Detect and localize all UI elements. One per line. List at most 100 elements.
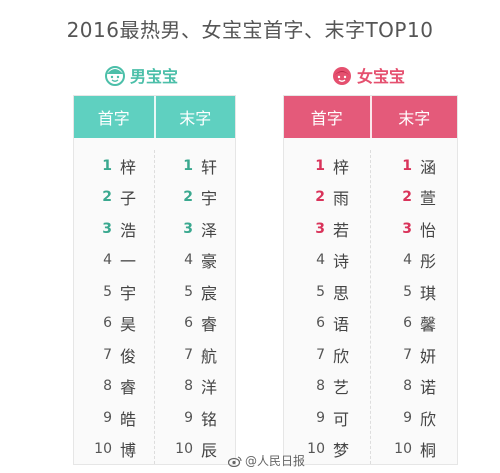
name-character: 博: [120, 441, 137, 461]
name-character: 怡: [420, 220, 437, 240]
girl-section-label: 女宝宝: [357, 67, 406, 86]
rank-number: 10: [175, 441, 193, 458]
rank-number: 1: [315, 157, 325, 174]
list-item: 10 梦: [284, 434, 370, 466]
rank-number: 2: [102, 189, 112, 206]
name-character: 辰: [201, 441, 218, 461]
rank-number: 8: [403, 378, 412, 395]
name-character: 梓: [120, 157, 137, 177]
rank-number: 1: [402, 157, 412, 174]
page-title: 2016最热男、女宝宝首字、末字TOP10: [66, 18, 434, 42]
rank-number: 4: [184, 252, 193, 269]
boy-first-char-header: 首字: [97, 109, 130, 128]
name-character: 诺: [420, 378, 437, 398]
rank-number: 6: [184, 315, 193, 332]
rank-number: 10: [94, 441, 112, 458]
rank-number: 7: [403, 346, 412, 363]
name-character: 梓: [333, 157, 350, 177]
rank-number: 7: [316, 346, 325, 363]
girl-table-header: 首字 末字: [284, 96, 457, 138]
rank-number: 10: [394, 441, 412, 458]
name-character: 萱: [420, 189, 437, 209]
name-character: 欣: [333, 346, 350, 366]
name-character: 轩: [201, 157, 218, 177]
name-character: 宇: [201, 189, 218, 209]
name-character: 馨: [420, 315, 437, 335]
rank-number: 9: [403, 409, 412, 426]
name-character: 若: [333, 220, 350, 240]
rank-number: 5: [403, 283, 412, 300]
girl-last-char-list: 1 涵 2 萱 3 怡 4 彤 5 琪 6 馨 7 妍 8 诺 9 欣 10 桐: [370, 150, 457, 464]
rank-number: 2: [183, 189, 193, 206]
girl-section-heading: 女宝宝: [331, 63, 405, 87]
name-character: 浩: [120, 220, 137, 240]
rank-number: 3: [102, 220, 112, 237]
name-character: 航: [201, 346, 218, 366]
rank-number: 9: [184, 409, 193, 426]
watermark-text: @人民日报: [245, 454, 306, 468]
boy-last-char-list: 1 轩 2 宇 3 泽 4 豪 5 宸 6 睿 7 航 8 洋 9 铭 10 辰: [154, 150, 235, 464]
name-character: 昊: [120, 315, 137, 335]
name-character: 铭: [201, 409, 218, 429]
name-character: 一: [120, 252, 137, 272]
rank-number: 7: [103, 346, 112, 363]
rank-number: 4: [316, 252, 325, 269]
girl-first-char-list: 1 梓 2 雨 3 若 4 诗 5 思 6 语 7 欣 8 艺 9 可 10 梦: [284, 150, 370, 464]
rank-number: 1: [183, 157, 193, 174]
rank-number: 3: [402, 220, 412, 237]
name-character: 涵: [420, 157, 437, 177]
name-character: 泽: [201, 220, 218, 240]
rank-number: 2: [315, 189, 325, 206]
name-character: 子: [120, 189, 137, 209]
name-character: 琪: [420, 283, 437, 303]
name-character: 彤: [420, 252, 437, 272]
name-character: 语: [333, 315, 350, 335]
name-character: 桐: [420, 441, 437, 461]
name-character: 洋: [201, 378, 218, 398]
name-character: 豪: [201, 252, 218, 272]
rank-number: 5: [184, 283, 193, 300]
name-character: 睿: [120, 378, 137, 398]
rank-number: 2: [402, 189, 412, 206]
rank-number: 10: [307, 441, 325, 458]
name-character: 梦: [333, 441, 350, 461]
boy-face-icon: [105, 66, 125, 86]
rank-number: 8: [184, 378, 193, 395]
name-character: 欣: [420, 409, 437, 429]
boy-last-char-header: 末字: [153, 96, 236, 138]
rank-number: 6: [403, 315, 412, 332]
rank-number: 3: [183, 220, 193, 237]
rank-number: 4: [403, 252, 412, 269]
boy-table-header: 首字 末字: [74, 96, 235, 138]
girl-last-char-header: 末字: [369, 96, 458, 138]
watermark: @人民日报: [228, 452, 305, 469]
name-character: 可: [333, 409, 350, 429]
name-character: 艺: [333, 378, 350, 398]
rank-number: 6: [103, 315, 112, 332]
